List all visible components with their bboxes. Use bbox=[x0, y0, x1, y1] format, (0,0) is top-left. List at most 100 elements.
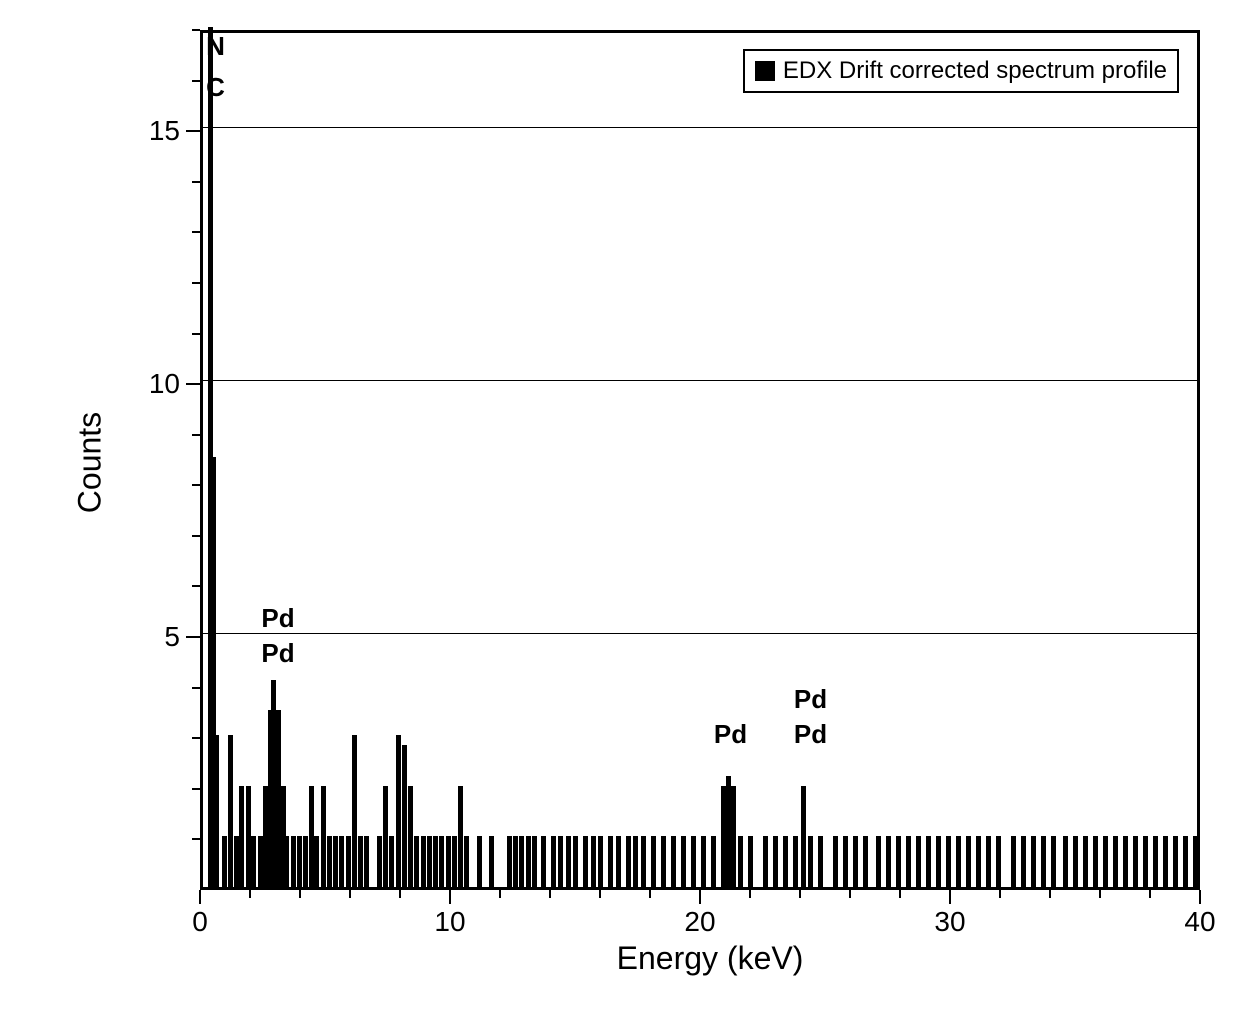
spectrum-bar bbox=[608, 836, 613, 887]
spectrum-bar bbox=[773, 836, 778, 887]
spectrum-bar bbox=[346, 836, 351, 887]
spectrum-bar bbox=[1113, 836, 1118, 887]
spectrum-bar bbox=[327, 836, 332, 887]
spectrum-bar bbox=[291, 836, 296, 887]
spectrum-bar bbox=[598, 836, 603, 887]
y-minor-tick bbox=[192, 585, 200, 587]
spectrum-bar bbox=[701, 836, 706, 887]
x-minor-tick bbox=[299, 890, 301, 898]
x-tick bbox=[449, 890, 451, 904]
y-minor-tick bbox=[192, 29, 200, 31]
spectrum-bar bbox=[966, 836, 971, 887]
x-minor-tick bbox=[749, 890, 751, 898]
spectrum-bar bbox=[383, 786, 388, 887]
x-tick-label: 20 bbox=[684, 906, 715, 938]
peak-label: Pd bbox=[261, 603, 294, 634]
spectrum-bar bbox=[916, 836, 921, 887]
spectrum-bar bbox=[519, 836, 524, 887]
spectrum-bar bbox=[1063, 836, 1068, 887]
spectrum-bar bbox=[711, 836, 716, 887]
y-tick-label: 5 bbox=[164, 621, 180, 653]
spectrum-bar bbox=[633, 836, 638, 887]
spectrum-bar bbox=[541, 836, 546, 887]
spectrum-bar bbox=[566, 836, 571, 887]
spectrum-bar bbox=[886, 836, 891, 887]
x-minor-tick bbox=[799, 890, 801, 898]
spectrum-bar bbox=[1041, 836, 1046, 887]
spectrum-bar bbox=[748, 836, 753, 887]
spectrum-bar bbox=[1173, 836, 1178, 887]
spectrum-bar bbox=[691, 836, 696, 887]
x-tick-label: 40 bbox=[1184, 906, 1215, 938]
x-tick bbox=[949, 890, 951, 904]
peak-label: N bbox=[206, 31, 225, 62]
x-axis-label: Energy (keV) bbox=[600, 940, 820, 977]
spectrum-bar bbox=[793, 836, 798, 887]
spectrum-bar bbox=[986, 836, 991, 887]
spectrum-bar bbox=[464, 836, 469, 887]
spectrum-bar bbox=[1083, 836, 1088, 887]
spectrum-bar bbox=[352, 735, 357, 887]
spectrum-bar bbox=[421, 836, 426, 887]
spectrum-bar bbox=[1133, 836, 1138, 887]
peak-label: C bbox=[206, 72, 225, 103]
spectrum-bar bbox=[1193, 836, 1198, 887]
x-minor-tick bbox=[399, 890, 401, 898]
legend-text: EDX Drift corrected spectrum profile bbox=[783, 57, 1167, 85]
x-tick bbox=[199, 890, 201, 904]
spectrum-bar bbox=[333, 836, 338, 887]
x-minor-tick bbox=[999, 890, 1001, 898]
spectrum-bar bbox=[591, 836, 596, 887]
legend-swatch bbox=[755, 61, 775, 81]
spectrum-bar bbox=[783, 836, 788, 887]
spectrum-bar bbox=[214, 735, 219, 887]
spectrum-bar bbox=[507, 836, 512, 887]
x-minor-tick bbox=[899, 890, 901, 898]
legend: EDX Drift corrected spectrum profile bbox=[743, 49, 1179, 93]
spectrum-bar bbox=[681, 836, 686, 887]
x-minor-tick bbox=[499, 890, 501, 898]
x-minor-tick bbox=[849, 890, 851, 898]
spectrum-bar bbox=[532, 836, 537, 887]
spectrum-bar bbox=[956, 836, 961, 887]
spectrum-bar bbox=[976, 836, 981, 887]
spectrum-bar bbox=[314, 836, 319, 887]
spectrum-bar bbox=[452, 836, 457, 887]
spectrum-bar bbox=[489, 836, 494, 887]
spectrum-bar bbox=[358, 836, 363, 887]
x-tick-label: 30 bbox=[934, 906, 965, 938]
spectrum-bar bbox=[477, 836, 482, 887]
spectrum-bar bbox=[551, 836, 556, 887]
y-axis-label: Counts bbox=[72, 403, 109, 523]
spectrum-bar bbox=[414, 836, 419, 887]
spectrum-bar bbox=[1031, 836, 1036, 887]
spectrum-bar bbox=[239, 786, 244, 887]
spectrum-bar bbox=[1051, 836, 1056, 887]
spectrum-bar bbox=[228, 735, 233, 887]
spectrum-bar bbox=[863, 836, 868, 887]
peak-label: Pd bbox=[714, 719, 747, 750]
spectrum-bar bbox=[896, 836, 901, 887]
spectrum-bar bbox=[926, 836, 931, 887]
spectrum-bar bbox=[439, 836, 444, 887]
x-tick bbox=[1199, 890, 1201, 904]
spectrum-bar bbox=[731, 786, 736, 887]
y-minor-tick bbox=[192, 333, 200, 335]
spectrum-bar bbox=[321, 786, 326, 887]
spectrum-bar bbox=[389, 836, 394, 887]
spectrum-bar bbox=[626, 836, 631, 887]
x-minor-tick bbox=[599, 890, 601, 898]
spectrum-bar bbox=[303, 836, 308, 887]
spectrum-bar bbox=[936, 836, 941, 887]
spectrum-bar bbox=[661, 836, 666, 887]
spectrum-bar bbox=[671, 836, 676, 887]
spectrum-bar bbox=[1021, 836, 1026, 887]
spectrum-bar bbox=[1143, 836, 1148, 887]
y-tick-label: 15 bbox=[149, 115, 180, 147]
spectrum-bar bbox=[651, 836, 656, 887]
y-minor-tick bbox=[192, 687, 200, 689]
gridline bbox=[203, 633, 1197, 634]
spectrum-bar bbox=[1011, 836, 1016, 887]
x-tick-label: 0 bbox=[192, 906, 208, 938]
x-minor-tick bbox=[1149, 890, 1151, 898]
